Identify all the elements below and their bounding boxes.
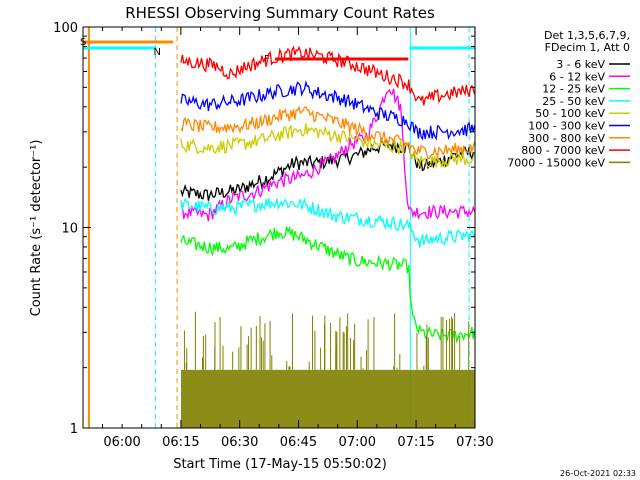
legend-label-100-300-kev: 100 - 300 keV (528, 120, 605, 133)
x-tick-label-0600: 06:00 (103, 435, 140, 450)
x-tick-label-0730: 07:30 (456, 435, 493, 450)
night-flag-label: N (154, 47, 161, 58)
legend-label-300-800-kev: 300 - 800 keV (528, 132, 605, 145)
legend-label-25-50-kev: 25 - 50 keV (542, 95, 605, 108)
x-tick-label-0630: 06:30 (221, 435, 258, 450)
y-tick-label-1: 1 (70, 422, 78, 437)
x-axis-label: Start Time (17-May-15 05:50:02) (173, 457, 387, 472)
series-7000-15000-kev-fill (181, 369, 475, 428)
series-100-300-kev-line (180, 80, 476, 141)
series-12-25-kev (180, 225, 476, 344)
y-tick-label-100: 100 (53, 21, 78, 36)
legend-label-50-100-kev: 50 - 100 keV (535, 107, 605, 120)
x-tick-label-0715: 07:15 (397, 435, 434, 450)
series-6-12-kev-line (180, 88, 476, 222)
y-tick-label-10: 10 (61, 222, 78, 237)
x-tick-label-0615: 06:15 (162, 435, 199, 450)
timestamp: 26-Oct-2021 02:33 (560, 469, 636, 478)
series-800-7000-kev-line (180, 45, 476, 106)
series-800-7000-kev (180, 45, 476, 106)
time-markers: SNF (80, 27, 475, 428)
legend-label-6-12-kev: 6 - 12 keV (549, 70, 605, 83)
legend-header-line-1: Det 1,3,5,6,7,9, (544, 29, 630, 42)
series-7000-15000-kev (181, 311, 475, 428)
legend-label-3-6-kev: 3 - 6 keV (556, 58, 605, 71)
series-25-50-kev-line (180, 197, 476, 248)
legend-label-800-7000-kev: 800 - 7000 keV (521, 144, 605, 157)
x-tick-label-0700: 07:00 (339, 435, 376, 450)
chart-title: RHESSI Observing Summary Count Rates (125, 4, 435, 22)
series-300-800-kev-line (180, 105, 476, 160)
legend-header-line-2: FDecim 1, Att 0 (545, 41, 630, 54)
series-layer (180, 45, 476, 428)
series-6-12-kev (180, 88, 476, 222)
legend: Det 1,3,5,6,7,9, FDecim 1, Att 0 3 - 6 k… (507, 29, 630, 169)
series-12-25-kev-line (180, 225, 476, 344)
legend-label-12-25-kev: 12 - 25 keV (542, 83, 605, 96)
series-25-50-kev (180, 197, 476, 248)
series-100-300-kev (180, 80, 476, 141)
y-axis-label: Count Rate (s⁻¹ detector⁻¹) (29, 140, 44, 317)
series-50-100-kev (180, 123, 476, 169)
series-50-100-kev-line (180, 123, 476, 169)
axis-ticks: 1 10 100 06:00 06:15 06:30 06:45 07:00 07:15 07:3… (53, 21, 493, 450)
legend-label-7000-15000-kev: 7000 - 15000 keV (507, 156, 605, 169)
x-tick-label-0645: 06:45 (280, 435, 317, 450)
series-300-800-kev (180, 105, 476, 160)
